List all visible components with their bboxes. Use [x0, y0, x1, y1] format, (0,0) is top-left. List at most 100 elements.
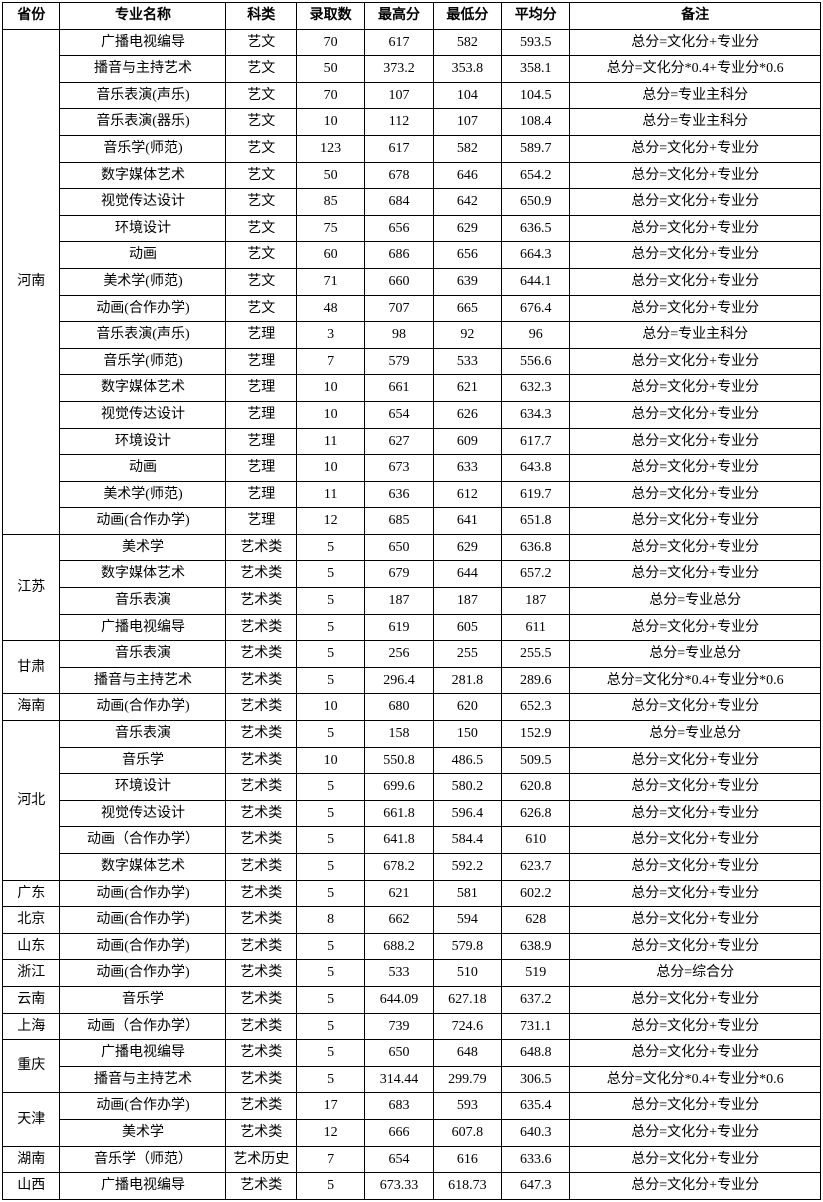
cell-avg: 636.8 — [502, 534, 570, 561]
cell-remark: 总分=专业总分 — [570, 721, 821, 748]
cell-avg: 611 — [502, 614, 570, 641]
cell-remark: 总分=文化分+专业分 — [570, 800, 821, 827]
cell-major: 数字媒体艺术 — [60, 162, 226, 189]
cell-category: 艺理 — [226, 508, 297, 535]
cell-remark: 总分=文化分*0.4+专业分*0.6 — [570, 1066, 821, 1093]
cell-min: 644 — [433, 561, 501, 588]
cell-enroll: 5 — [296, 561, 364, 588]
cell-avg: 638.9 — [502, 933, 570, 960]
cell-enroll: 75 — [296, 215, 364, 242]
cell-remark: 总分=文化分+专业分 — [570, 933, 821, 960]
cell-min: 639 — [433, 268, 501, 295]
cell-avg: 634.3 — [502, 401, 570, 428]
cell-avg: 731.1 — [502, 1013, 570, 1040]
cell-major: 动画(合作办学) — [60, 295, 226, 322]
cell-min: 620 — [433, 694, 501, 721]
cell-avg: 628 — [502, 907, 570, 934]
cell-min: 255 — [433, 641, 501, 668]
cell-enroll: 5 — [296, 1013, 364, 1040]
cell-min: 187 — [433, 588, 501, 615]
table-row: 动画艺理10673633643.8总分=文化分+专业分 — [3, 455, 821, 482]
cell-max: 673 — [365, 455, 433, 482]
cell-province: 浙江 — [3, 960, 60, 987]
cell-max: 679 — [365, 561, 433, 588]
cell-avg: 620.8 — [502, 774, 570, 801]
cell-province: 北京 — [3, 907, 60, 934]
cell-max: 314.44 — [365, 1066, 433, 1093]
cell-major: 音乐表演 — [60, 721, 226, 748]
table-header: 省份 专业名称 科类 录取数 最高分 最低分 平均分 备注 — [3, 3, 821, 30]
cell-enroll: 5 — [296, 1173, 364, 1200]
table-row: 音乐学(师范)艺理7579533556.6总分=文化分+专业分 — [3, 348, 821, 375]
table-row: 美术学(师范)艺理11636612619.7总分=文化分+专业分 — [3, 481, 821, 508]
cell-min: 616 — [433, 1146, 501, 1173]
cell-min: 629 — [433, 534, 501, 561]
cell-enroll: 11 — [296, 481, 364, 508]
cell-avg: 676.4 — [502, 295, 570, 322]
table-row: 播音与主持艺术艺文50373.2353.8358.1总分=文化分*0.4+专业分… — [3, 56, 821, 83]
cell-avg: 648.8 — [502, 1040, 570, 1067]
cell-major: 视觉传达设计 — [60, 401, 226, 428]
cell-remark: 总分=专业主科分 — [570, 322, 821, 349]
table-row: 江苏美术学艺术类5650629636.8总分=文化分+专业分 — [3, 534, 821, 561]
table-row: 视觉传达设计艺文85684642650.9总分=文化分+专业分 — [3, 189, 821, 216]
cell-category: 艺理 — [226, 401, 297, 428]
cell-enroll: 60 — [296, 242, 364, 269]
cell-max: 656 — [365, 215, 433, 242]
cell-major: 环境设计 — [60, 774, 226, 801]
cell-category: 艺术类 — [226, 534, 297, 561]
cell-avg: 619.7 — [502, 481, 570, 508]
cell-max: 621 — [365, 880, 433, 907]
cell-min: 633 — [433, 455, 501, 482]
admissions-table: 省份 专业名称 科类 录取数 最高分 最低分 平均分 备注 河南广播电视编导艺文… — [2, 2, 821, 1200]
cell-category: 艺文 — [226, 215, 297, 242]
table-row: 广播电视编导艺术类5619605611总分=文化分+专业分 — [3, 614, 821, 641]
cell-category: 艺术类 — [226, 588, 297, 615]
table-row: 广东动画(合作办学)艺术类5621581602.2总分=文化分+专业分 — [3, 880, 821, 907]
cell-avg: 593.5 — [502, 29, 570, 56]
cell-enroll: 12 — [296, 508, 364, 535]
cell-enroll: 5 — [296, 880, 364, 907]
cell-remark: 总分=文化分+专业分 — [570, 268, 821, 295]
cell-min: 533 — [433, 348, 501, 375]
cell-enroll: 50 — [296, 162, 364, 189]
cell-avg: 519 — [502, 960, 570, 987]
table-row: 美术学艺术类12666607.8640.3总分=文化分+专业分 — [3, 1119, 821, 1146]
table-row: 山西广播电视编导艺术类5673.33618.73647.3总分=文化分+专业分 — [3, 1173, 821, 1200]
cell-category: 艺术类 — [226, 907, 297, 934]
cell-remark: 总分=文化分+专业分 — [570, 854, 821, 881]
cell-remark: 总分=文化分+专业分 — [570, 401, 821, 428]
cell-category: 艺文 — [226, 162, 297, 189]
cell-category: 艺文 — [226, 189, 297, 216]
cell-max: 666 — [365, 1119, 433, 1146]
cell-max: 686 — [365, 242, 433, 269]
cell-enroll: 5 — [296, 986, 364, 1013]
table-row: 音乐学艺术类10550.8486.5509.5总分=文化分+专业分 — [3, 747, 821, 774]
table-row: 上海动画（合作办学）艺术类5739724.6731.1总分=文化分+专业分 — [3, 1013, 821, 1040]
cell-max: 550.8 — [365, 747, 433, 774]
cell-remark: 总分=文化分+专业分 — [570, 774, 821, 801]
cell-min: 104 — [433, 82, 501, 109]
cell-category: 艺文 — [226, 82, 297, 109]
cell-category: 艺理 — [226, 348, 297, 375]
cell-category: 艺文 — [226, 295, 297, 322]
cell-avg: 651.8 — [502, 508, 570, 535]
cell-remark: 总分=文化分+专业分 — [570, 162, 821, 189]
cell-max: 644.09 — [365, 986, 433, 1013]
cell-max: 641.8 — [365, 827, 433, 854]
cell-category: 艺理 — [226, 481, 297, 508]
cell-avg: 644.1 — [502, 268, 570, 295]
cell-enroll: 10 — [296, 375, 364, 402]
table-row: 美术学(师范)艺文71660639644.1总分=文化分+专业分 — [3, 268, 821, 295]
cell-max: 98 — [365, 322, 433, 349]
cell-enroll: 5 — [296, 1066, 364, 1093]
cell-major: 音乐表演(声乐) — [60, 82, 226, 109]
cell-major: 音乐学(师范) — [60, 135, 226, 162]
cell-major: 音乐学（师范） — [60, 1146, 226, 1173]
cell-major: 数字媒体艺术 — [60, 854, 226, 881]
table-row: 数字媒体艺术艺术类5679644657.2总分=文化分+专业分 — [3, 561, 821, 588]
cell-min: 582 — [433, 135, 501, 162]
cell-category: 艺术类 — [226, 854, 297, 881]
cell-avg: 640.3 — [502, 1119, 570, 1146]
cell-min: 618.73 — [433, 1173, 501, 1200]
